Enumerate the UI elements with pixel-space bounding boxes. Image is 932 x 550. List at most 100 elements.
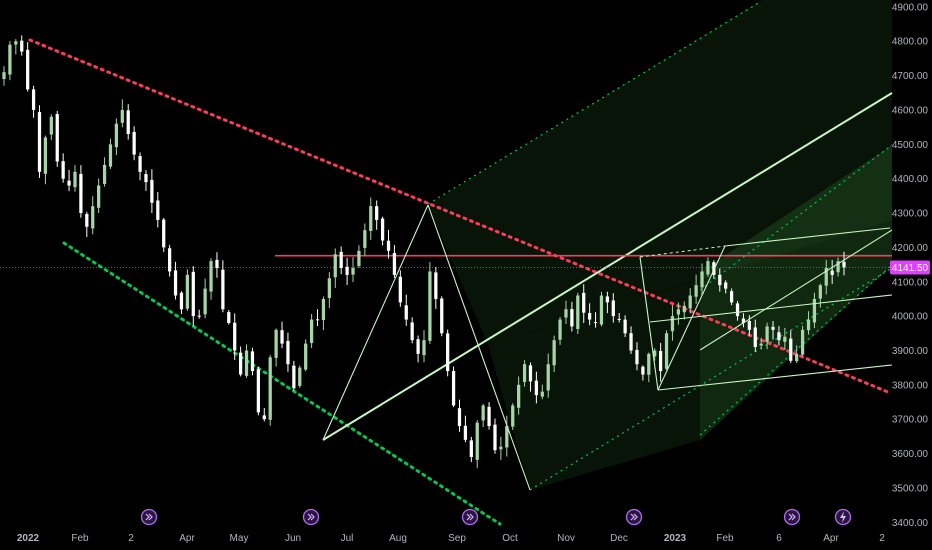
price-tick-label: 4900.00 (892, 2, 929, 13)
candle-body (475, 422, 479, 460)
candle-body (256, 369, 260, 413)
bolt-glyph (840, 511, 846, 523)
candle-body (777, 332, 781, 341)
candle-body (327, 278, 331, 298)
candle-body (345, 266, 349, 275)
candle-body (215, 259, 219, 269)
candle-body (309, 319, 314, 343)
candle-body (132, 131, 136, 155)
candle-body (670, 316, 675, 332)
candle-body (440, 298, 444, 334)
price-tick-label: 3600.00 (892, 449, 929, 460)
candle-body (286, 340, 290, 365)
candle-body (457, 408, 462, 427)
candle-body (522, 364, 527, 382)
candle-body (392, 252, 397, 275)
last-price-tag: 4141.50 (890, 260, 930, 275)
candle-body (623, 319, 627, 334)
candle-body (812, 298, 817, 323)
abc-leg-0 (322, 204, 429, 441)
candle-body (416, 339, 420, 354)
candle-body (528, 365, 533, 382)
candle-body (830, 270, 834, 275)
candle-body (268, 357, 272, 420)
candle-body (552, 340, 556, 366)
event-icon[interactable] (625, 508, 643, 526)
overlay-lines[interactable] (322, 204, 893, 491)
channel-fills (428, 0, 892, 490)
candle-body (73, 171, 77, 188)
candle-body (747, 321, 751, 330)
candle-body (43, 137, 48, 174)
time-tick-label: Jun (285, 533, 301, 544)
candle-body (227, 312, 231, 323)
candle-body (558, 319, 562, 340)
candle-body (499, 446, 503, 450)
chevron-glyph (145, 513, 153, 521)
candle-body (8, 44, 12, 75)
price-tick-label: 3400.00 (892, 518, 929, 529)
time-axis[interactable]: 2022 Feb 2 Apr May Jun Jul Aug Sep Oct Nov Dec 2023 F… (17, 533, 885, 544)
price-axis[interactable]: 4900.00 4800.00 4700.00 4600.00 4500.00 4400.… (892, 2, 929, 528)
candle-body (20, 40, 24, 52)
time-tick-label: May (230, 533, 249, 544)
candle-body (262, 415, 266, 420)
drawing-tools[interactable] (0, 1, 893, 526)
candle-body (162, 219, 166, 248)
price-tick-label: 3500.00 (892, 483, 929, 494)
candle-body (428, 271, 432, 341)
event-icon[interactable] (461, 508, 479, 526)
candle-body (842, 261, 846, 268)
candle-body (570, 309, 574, 327)
time-tick-label: 2 (879, 533, 885, 544)
candle-body (540, 391, 544, 397)
candle-body (629, 333, 633, 351)
event-icons[interactable] (140, 508, 852, 526)
candle-body (179, 292, 184, 310)
candle-body (2, 72, 6, 80)
candle-body (422, 340, 426, 356)
candle-body (641, 366, 645, 375)
candle-body (688, 295, 692, 309)
chevron-glyph (307, 513, 315, 521)
time-tick-label: 2022 (17, 533, 40, 544)
candle-body (783, 336, 787, 342)
price-tick-label: 4000.00 (892, 312, 929, 323)
pitchfork-fill-upper (428, 0, 892, 345)
event-icon[interactable] (302, 508, 320, 526)
candle-body (599, 295, 604, 325)
candle-body (386, 240, 391, 251)
last-price-tag-bg (890, 260, 930, 275)
candle-body (250, 351, 255, 372)
event-icon[interactable] (783, 508, 801, 526)
candle-body (706, 261, 710, 275)
candle-body (238, 352, 243, 375)
candle-body (759, 343, 763, 346)
lightning-icon[interactable] (834, 508, 852, 526)
candle-body (724, 282, 728, 289)
candle-body (203, 288, 207, 315)
candle-body (404, 305, 408, 320)
event-icon[interactable] (140, 508, 158, 526)
candle-body (191, 271, 195, 317)
channel-upper-thin (724, 227, 891, 247)
candle-body (729, 291, 734, 303)
candle-body (588, 312, 592, 320)
candle-body (664, 333, 669, 369)
time-tick-label: 6 (776, 533, 782, 544)
candle-body (694, 285, 698, 297)
candle-body (658, 350, 663, 372)
price-tick-label: 3800.00 (892, 380, 929, 391)
candle-body (534, 380, 539, 396)
candle-body (635, 349, 639, 365)
candle-body (493, 424, 497, 451)
price-tick-label: 4600.00 (892, 105, 929, 116)
candle-body (339, 251, 343, 269)
candle-body (511, 405, 515, 427)
candle-body (398, 276, 402, 303)
price-tick-label: 4400.00 (892, 174, 929, 185)
price-tick-label: 3900.00 (892, 346, 929, 357)
time-tick-label: Feb (71, 533, 89, 544)
candle-body (582, 292, 586, 313)
